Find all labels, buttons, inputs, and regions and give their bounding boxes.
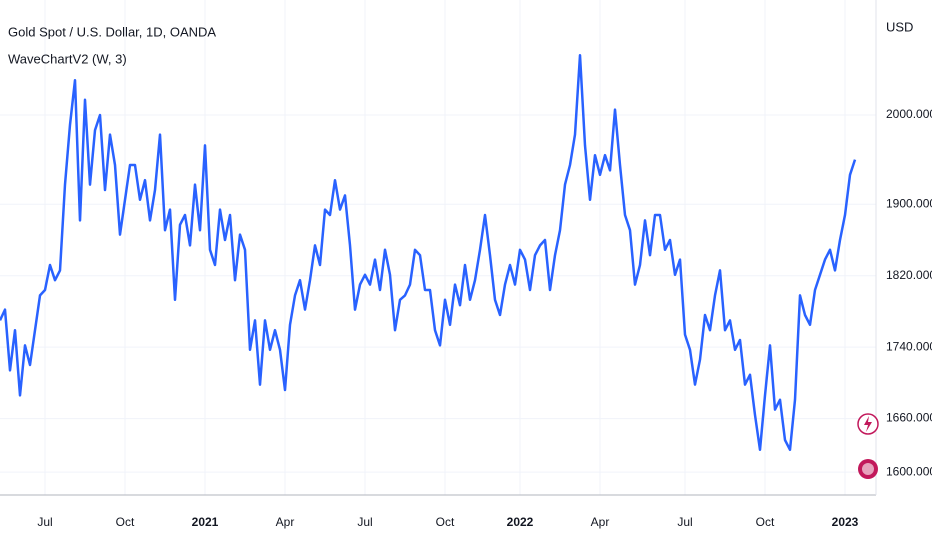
indicator-label: WaveChartV2 (W, 3) [8,51,127,66]
y-axis-label: USD [886,19,913,34]
y-tick-label: 1660.000 [886,411,932,425]
chart-title: Gold Spot / U.S. Dollar, 1D, OANDA [8,24,216,39]
x-tick-label: Oct [116,515,135,529]
alert-bolt[interactable] [864,416,872,432]
price-line [0,53,857,452]
x-tick-label: Apr [276,515,295,529]
x-tick-label: Oct [436,515,455,529]
y-tick-label: 1600.000 [886,464,932,478]
y-tick-label: 2000.000 [886,107,932,121]
x-tick-label: Oct [756,515,775,529]
x-tick-label: 2023 [832,515,859,529]
x-tick-label: Jul [37,515,52,529]
x-tick-label: Jul [357,515,372,529]
x-tick-label: Jul [677,515,692,529]
x-tick-label: 2021 [192,515,219,529]
x-tick-label: Apr [591,515,610,529]
alert-icon[interactable] [857,413,879,435]
y-tick-label: 1820.000 [886,268,932,282]
x-tick-label: 2022 [507,515,534,529]
flag-inner[interactable] [862,463,874,475]
y-tick-label: 1740.000 [886,339,932,353]
y-tick-label: 1900.000 [886,196,932,210]
flag-icon[interactable] [858,459,878,479]
